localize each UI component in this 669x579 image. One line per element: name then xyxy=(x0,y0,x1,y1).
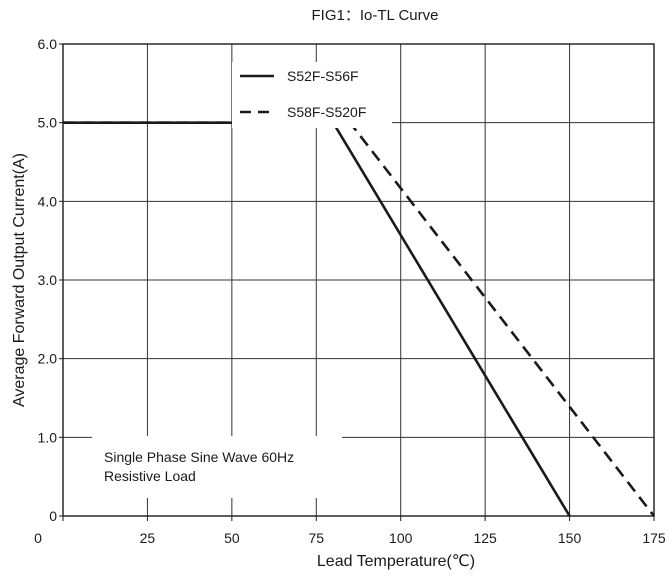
y-tick-label-2: 2.0 xyxy=(38,351,58,367)
annotation-box: Single Phase Sine Wave 60Hz Resistive Lo… xyxy=(92,436,342,498)
y-tick-label-4: 4.0 xyxy=(38,193,58,209)
legend-label-s52f-s56f: S52F-S56F xyxy=(287,68,359,84)
x-tick-label-50: 50 xyxy=(224,530,240,546)
y-tick-label-3: 3.0 xyxy=(38,272,58,288)
x-tick-label-25: 25 xyxy=(140,530,156,546)
y-tick-label-0: 0 xyxy=(49,508,57,524)
legend-label-s58f-s520f: S58F-S520F xyxy=(287,104,366,120)
y-tick-label-6: 6.0 xyxy=(38,36,58,52)
x-tick-label-175: 175 xyxy=(642,530,666,546)
x-axis-label: Lead Temperature(℃) xyxy=(317,553,475,570)
x-tick-label-100: 100 xyxy=(389,530,413,546)
y-tick-label-1: 1.0 xyxy=(38,429,58,445)
chart-title: FIG1：Io-TL Curve xyxy=(312,7,439,24)
y-axis-label: Average Forward Output Current(A) xyxy=(11,153,28,407)
x-tick-label-0: 0 xyxy=(34,530,42,546)
x-tick-label-125: 125 xyxy=(473,530,497,546)
annotation-background xyxy=(92,436,342,498)
x-tick-label-75: 75 xyxy=(308,530,324,546)
annotation-line-2: Resistive Load xyxy=(104,468,196,484)
annotation-line-1: Single Phase Sine Wave 60Hz xyxy=(104,449,294,465)
legend: S52F-S56F S58F-S520F xyxy=(232,62,392,128)
x-tick-label-150: 150 xyxy=(558,530,582,546)
y-tick-label-5: 5.0 xyxy=(38,115,58,131)
